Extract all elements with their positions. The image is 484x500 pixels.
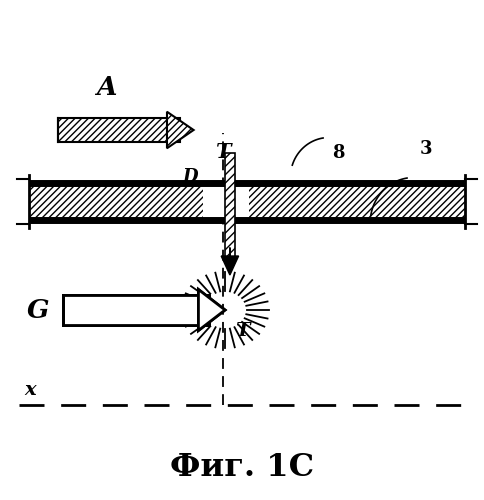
Polygon shape	[198, 290, 225, 331]
Bar	[29, 182, 203, 220]
Text: x: x	[24, 381, 36, 399]
Polygon shape	[167, 112, 194, 148]
Bar	[63, 295, 209, 325]
Text: G: G	[27, 298, 49, 322]
Bar	[58, 118, 181, 142]
Bar	[225, 152, 235, 260]
Bar	[249, 182, 465, 220]
Bar	[203, 182, 249, 220]
Text: Фиг. 1С: Фиг. 1С	[170, 452, 314, 483]
Text: T: T	[235, 322, 249, 340]
Bar	[58, 294, 214, 326]
Polygon shape	[198, 290, 225, 331]
FancyArrow shape	[221, 248, 239, 275]
Text: D: D	[183, 168, 198, 186]
Text: 3: 3	[420, 140, 432, 158]
Text: 8: 8	[333, 144, 345, 162]
Bar	[63, 295, 209, 325]
Text: A: A	[96, 75, 117, 100]
Text: T: T	[215, 142, 230, 163]
